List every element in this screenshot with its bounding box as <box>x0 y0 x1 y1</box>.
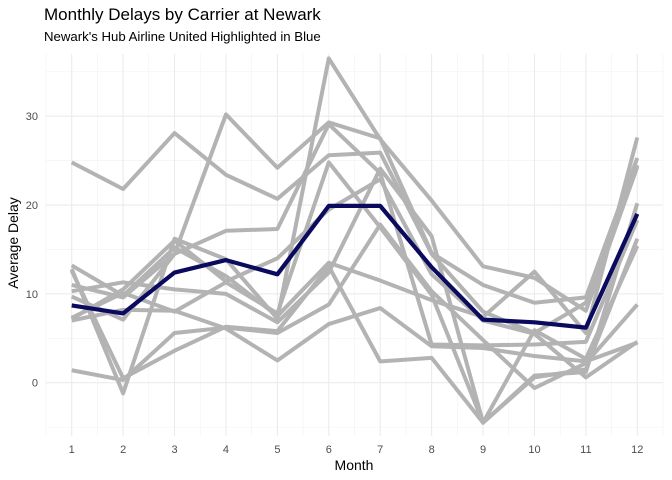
y-tick-labels: 0 10 20 30 <box>26 111 38 390</box>
y-tick-label: 20 <box>26 200 38 212</box>
x-tick-label: 4 <box>223 444 229 456</box>
background-series-line <box>70 131 640 335</box>
y-tick-label: 0 <box>32 378 38 390</box>
x-tick-label: 11 <box>580 444 591 456</box>
highlight-series-line <box>71 203 640 330</box>
grid-lines <box>45 54 664 436</box>
background-series-group <box>69 56 640 425</box>
y-axis-title: Average Delay <box>5 197 21 289</box>
x-tick-label: 3 <box>171 444 177 456</box>
chart-title: Monthly Delays by Carrier at Newark <box>44 5 321 24</box>
x-tick-label: 10 <box>528 444 540 456</box>
highlight-series-group <box>71 203 640 330</box>
background-series-line <box>69 245 640 425</box>
chart-subtitle: Newark's Hub Airline United Highlighted … <box>44 29 321 44</box>
x-tick-label: 6 <box>326 444 332 456</box>
x-tick-label: 9 <box>480 444 486 456</box>
x-axis-title: Month <box>335 457 374 473</box>
x-tick-label: 8 <box>429 444 435 456</box>
background-series-line <box>70 122 640 348</box>
background-series-line <box>70 177 639 380</box>
background-series-line <box>70 136 640 335</box>
x-tick-label: 1 <box>69 444 75 456</box>
x-tick-label: 7 <box>377 444 383 456</box>
y-tick-label: 10 <box>26 289 38 301</box>
x-tick-label: 5 <box>274 444 280 456</box>
background-series-line <box>71 112 640 305</box>
y-tick-label: 30 <box>26 111 38 123</box>
x-tick-label: 12 <box>631 444 643 456</box>
background-series-line <box>71 306 638 364</box>
x-tick-label: 2 <box>120 444 126 456</box>
x-tick-labels: 1 2 3 4 5 6 7 8 9 10 11 12 <box>69 444 644 456</box>
background-series-line <box>71 222 639 391</box>
